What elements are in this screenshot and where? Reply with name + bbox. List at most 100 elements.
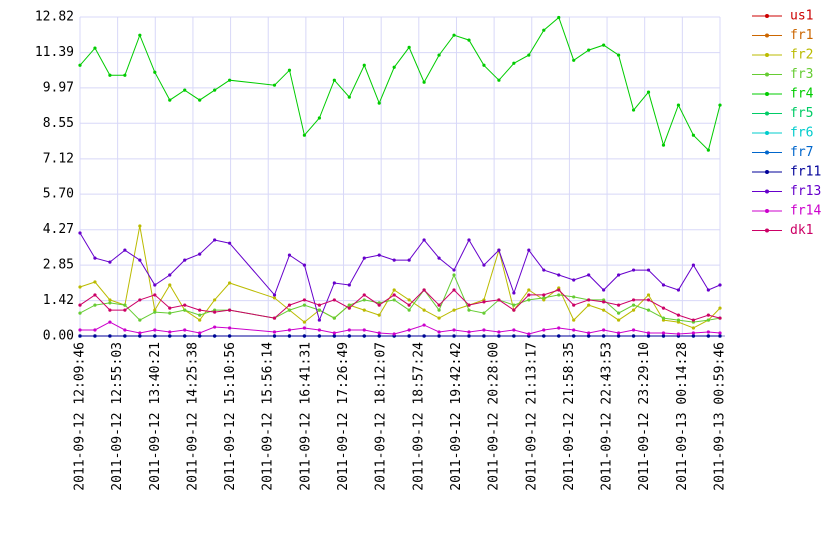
legend-marker	[765, 14, 769, 18]
data-point	[691, 326, 696, 330]
data-point	[168, 283, 172, 287]
data-point	[572, 278, 576, 282]
data-point	[631, 328, 636, 332]
data-point	[272, 293, 277, 297]
data-point	[676, 318, 681, 322]
data-point	[198, 98, 202, 102]
data-point	[78, 63, 82, 67]
x-tick-label: 2011-09-12 12:09:46	[73, 342, 88, 491]
data-point	[138, 331, 142, 335]
data-point	[78, 303, 82, 307]
data-point	[93, 293, 97, 297]
data-point	[93, 280, 97, 284]
data-point	[198, 313, 202, 317]
data-point	[616, 53, 621, 57]
data-point	[661, 334, 666, 338]
series	[78, 320, 722, 336]
data-point	[691, 334, 696, 338]
data-point	[153, 283, 157, 287]
data-point	[332, 331, 336, 335]
data-point	[527, 53, 531, 57]
data-point	[138, 258, 142, 262]
data-point	[78, 334, 82, 338]
data-point	[497, 298, 501, 302]
data-point	[407, 328, 411, 332]
data-point	[392, 298, 396, 302]
data-point	[302, 326, 307, 330]
legend-marker	[765, 72, 769, 77]
data-point	[437, 334, 441, 338]
data-point	[452, 273, 456, 277]
legend-marker	[765, 209, 769, 213]
data-point	[587, 48, 591, 52]
data-point	[646, 308, 651, 312]
data-point	[108, 320, 112, 324]
data-point	[646, 331, 651, 335]
data-point	[183, 334, 187, 338]
legend-label: fr2	[790, 48, 813, 63]
data-point	[168, 311, 172, 315]
data-point	[602, 334, 606, 338]
data-point	[676, 313, 681, 317]
data-point	[452, 308, 456, 312]
data-point	[392, 332, 396, 336]
data-point	[287, 328, 292, 332]
series	[78, 15, 722, 152]
data-point	[691, 133, 696, 137]
x-tick-label: 2011-09-12 18:57:24	[411, 342, 426, 491]
data-point	[467, 330, 471, 334]
x-tick-label: 2011-09-12 19:42:42	[449, 342, 464, 491]
data-point	[198, 318, 202, 322]
x-tick-label: 2011-09-13 00:59:46	[713, 342, 728, 491]
data-point	[482, 328, 486, 332]
data-point	[691, 263, 696, 267]
data-point	[123, 248, 127, 252]
data-point	[153, 310, 157, 314]
data-point	[631, 308, 636, 312]
data-point	[377, 334, 381, 338]
data-point	[572, 318, 576, 322]
data-point	[527, 288, 531, 292]
data-point	[228, 308, 232, 312]
y-tick-label: 8.55	[43, 116, 74, 131]
data-point	[138, 318, 142, 322]
series-line	[79, 273, 721, 323]
data-point	[706, 148, 710, 152]
series	[78, 334, 722, 338]
data-point	[422, 238, 426, 242]
data-point	[362, 328, 366, 332]
data-point	[317, 328, 321, 332]
data-point	[557, 273, 561, 277]
data-point	[616, 331, 621, 335]
data-point	[287, 253, 292, 257]
legend-marker	[765, 228, 769, 233]
data-point	[228, 241, 232, 245]
data-point	[407, 298, 411, 302]
data-point	[302, 334, 307, 338]
data-point	[302, 320, 307, 324]
data-point	[512, 308, 516, 312]
data-point	[317, 308, 321, 312]
data-point	[347, 334, 351, 338]
x-tick-label: 2011-09-12 23:29:10	[637, 342, 652, 491]
data-point	[302, 298, 307, 302]
data-point	[482, 263, 486, 267]
data-point	[347, 95, 351, 99]
data-point	[228, 334, 232, 338]
data-point	[631, 268, 636, 272]
data-point	[183, 303, 187, 307]
data-point	[467, 308, 471, 312]
data-point	[631, 298, 636, 302]
series	[78, 231, 722, 322]
data-point	[661, 306, 666, 310]
data-point	[676, 332, 681, 336]
data-point	[452, 33, 456, 37]
data-point	[482, 334, 486, 338]
data-point	[437, 330, 441, 334]
data-point	[302, 133, 307, 137]
data-point	[527, 293, 531, 297]
data-point	[437, 303, 441, 307]
legend-label: fr3	[790, 67, 813, 82]
data-point	[93, 303, 97, 307]
